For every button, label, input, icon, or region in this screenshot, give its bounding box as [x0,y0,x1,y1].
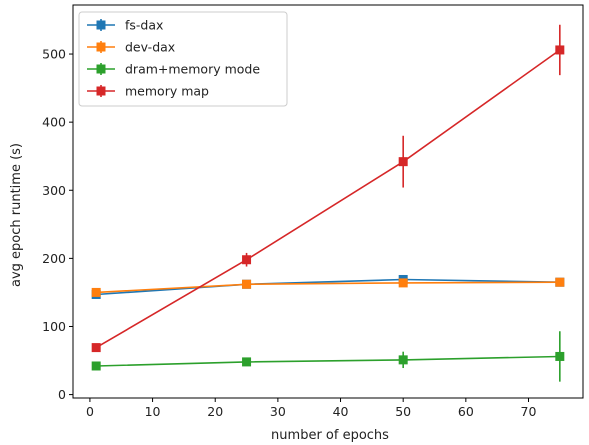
legend-label-0: fs-dax [125,18,163,33]
legend-box [78,11,288,107]
data-point-1-3 [555,277,565,287]
y-tick-label-0: 0 [58,387,66,402]
y-tick-label-3: 300 [42,183,66,198]
data-point-3-0 [91,343,101,353]
data-point-3-2 [398,157,408,167]
x-tick-label-3: 30 [270,404,286,419]
legend-label-2: dram+memory mode [125,62,260,77]
y-tick-label-1: 100 [42,319,66,334]
x-tick-label-4: 40 [333,404,349,419]
data-point-2-2 [398,355,408,365]
legend-marker-3 [96,86,106,96]
series-line-2 [96,355,560,367]
legend-marker-1 [96,42,106,52]
series-line-0 [96,278,560,296]
series-line-1 [96,281,560,294]
series-line-3 [95,49,561,349]
axes: 0 10 20 30 40 50 60 70 0 100 200 300 400 500 [42,4,584,419]
x-axis-title: number of epochs [271,428,389,443]
legend-label-3: memory map [125,84,209,99]
y-axis-title: avg epoch runtime (s) [9,143,24,287]
legend-label-1: dev-dax [125,40,175,55]
data-point-3-3 [555,45,565,55]
data-point-2-1 [242,357,252,367]
y-tick-label-2: 200 [42,251,66,266]
x-tick-label-2: 20 [207,404,223,419]
plot-area [91,24,565,382]
data-point-1-1 [242,279,252,289]
data-point-1-2 [398,278,408,288]
legend: fs-dax dev-dax dram+memory mode memory map [78,11,288,107]
data-point-2-3 [555,351,565,361]
x-tick-label-6: 60 [458,404,474,419]
y-tick-label-4: 400 [42,115,66,130]
x-tick-label-7: 70 [521,404,537,419]
x-tick-label-5: 50 [395,404,411,419]
legend-marker-2 [96,64,106,74]
legend-marker-0 [96,20,106,30]
y-tick-label-5: 500 [42,47,66,62]
data-point-3-1 [242,255,252,265]
data-point-2-0 [91,361,101,371]
data-point-1-0 [91,287,101,297]
plot-frame [72,4,584,399]
x-tick-label-1: 10 [145,404,161,419]
x-tick-label-0: 0 [86,404,94,419]
